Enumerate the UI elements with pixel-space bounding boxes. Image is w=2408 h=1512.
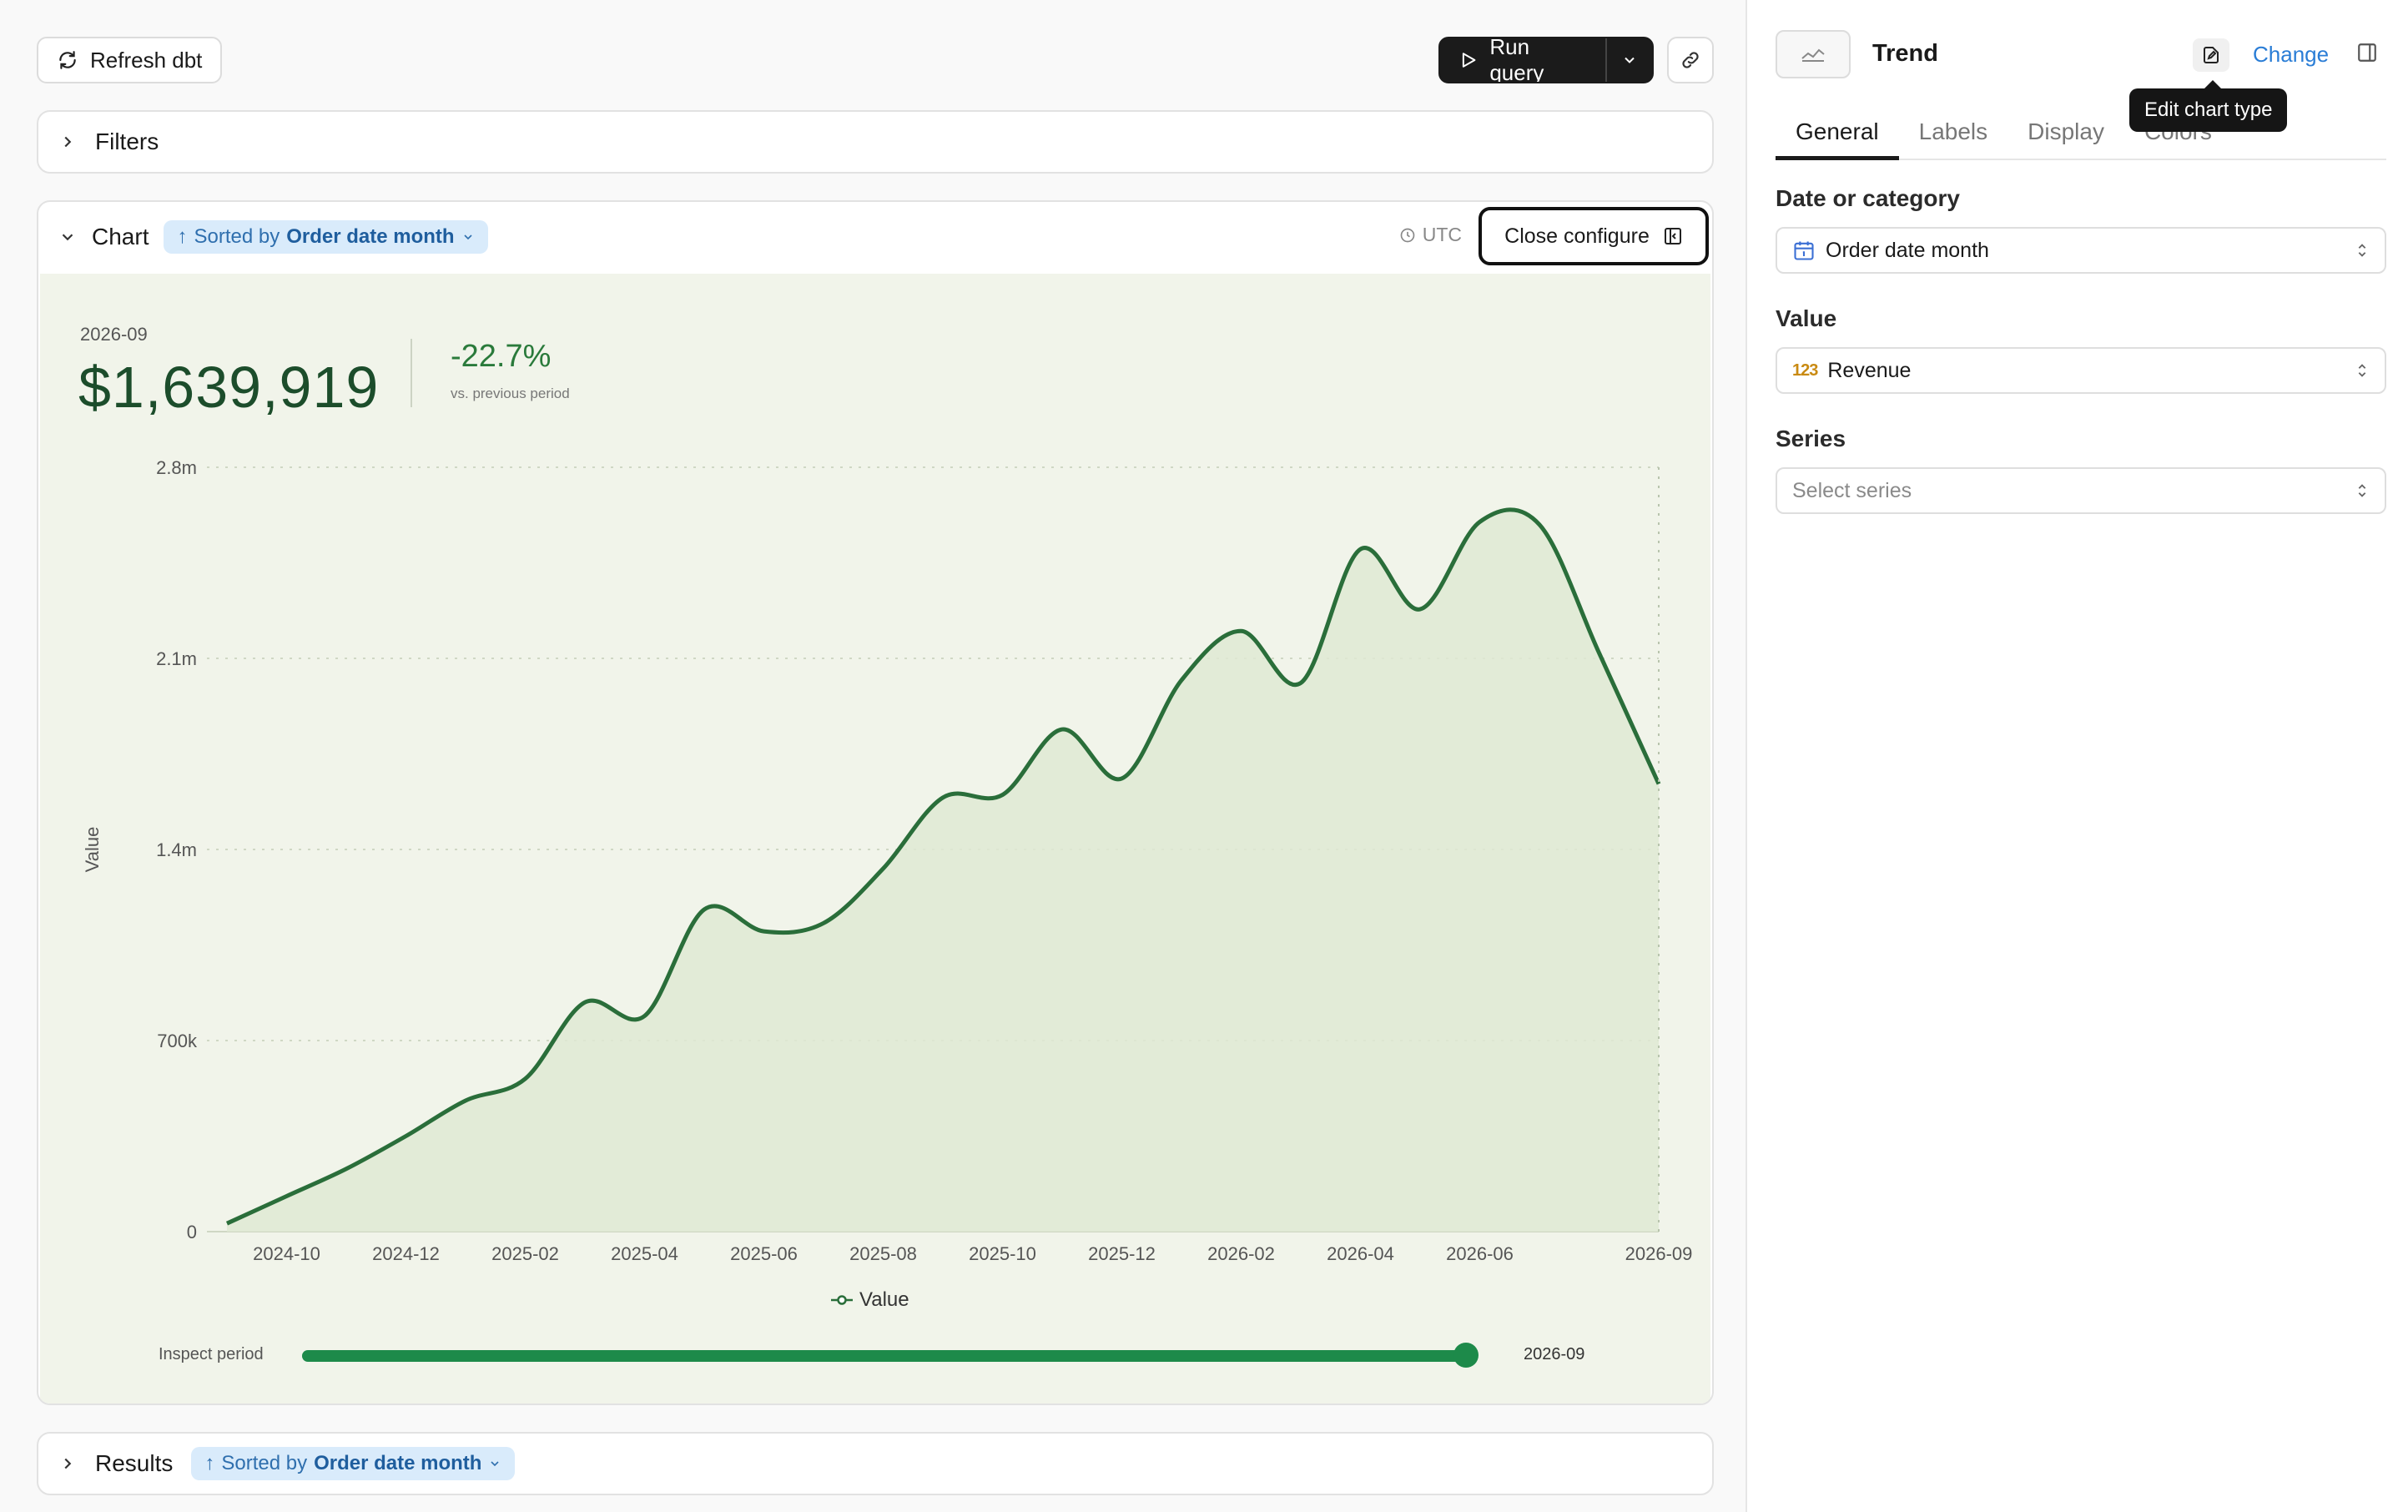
kpi-divider — [411, 339, 412, 407]
inspect-period-value: 2026-09 — [1524, 1345, 1585, 1363]
run-options-dropdown[interactable] — [1607, 38, 1652, 82]
value-select-value: Revenue — [1827, 358, 1912, 382]
chart-type-thumbnail[interactable] — [1776, 30, 1851, 78]
area-fill — [227, 509, 1659, 1232]
date-category-label: Date or category — [1776, 185, 1960, 211]
trend-line-icon — [1801, 48, 1825, 62]
results-label: Results — [95, 1450, 174, 1476]
refresh-dbt-label: Refresh dbt — [90, 47, 203, 73]
calendar-icon — [1794, 241, 1814, 260]
inspect-period-label: Inspect period — [159, 1345, 264, 1363]
chart-type-name: Trend — [1872, 40, 1938, 67]
chevron-updown-icon — [2358, 244, 2366, 257]
chevron-down-icon — [463, 234, 472, 240]
arrow-up-icon: ↑ — [204, 1452, 215, 1474]
value-select[interactable]: 123 Revenue — [1776, 347, 2386, 394]
edit-chart-type-button[interactable] — [2193, 38, 2229, 72]
y-axis-title: Value — [82, 827, 103, 873]
chevron-right-icon — [64, 1458, 72, 1469]
tab-display[interactable]: Display — [2028, 118, 2104, 144]
clock-icon — [1400, 228, 1415, 242]
chart-config-panel: Trend Change Edit chart type General Lab… — [1749, 0, 2408, 1512]
y-tick-label: 2.1m — [156, 648, 197, 669]
series-label: Series — [1776, 426, 1846, 451]
date-category-select[interactable]: Order date month — [1776, 227, 2386, 274]
x-tick-label: 2025-04 — [611, 1243, 678, 1264]
x-tick-label: 2025-10 — [969, 1243, 1036, 1264]
chart-section: Chart ↑ Sorted by Order date month UTC C… — [37, 200, 1714, 1405]
series-line — [225, 507, 1661, 1226]
query-pane: Refresh dbt Run query Filters Chart ↑ So… — [37, 0, 1747, 1512]
line-legend-icon — [831, 1295, 853, 1305]
edit-chart-type-tooltip: Edit chart type — [2129, 80, 2288, 132]
timezone-label: UTC — [1422, 224, 1462, 245]
chart-legend[interactable]: Value — [831, 1288, 909, 1312]
series-select[interactable]: Select series — [1776, 467, 2386, 514]
x-tick-label: 2026-06 — [1446, 1243, 1514, 1264]
refresh-icon — [59, 51, 76, 69]
close-configure-button[interactable]: Close configure — [1479, 207, 1709, 265]
inspect-period-slider[interactable] — [302, 1350, 1465, 1362]
results-section[interactable]: Results ↑ Sorted by Order date month — [37, 1432, 1714, 1495]
y-tick-label: 2.8m — [156, 457, 197, 478]
x-tick-label: 2024-10 — [253, 1243, 320, 1264]
arrow-up-icon: ↑ — [177, 225, 188, 248]
run-query-label: Run query — [1489, 37, 1544, 83]
config-tabs: General Labels Display Colors — [1776, 112, 2386, 160]
timezone-indicator: UTC — [1399, 224, 1462, 246]
value-label: Value — [1776, 305, 1837, 331]
chevron-down-icon[interactable] — [58, 228, 77, 246]
number-type-icon: 123 — [1792, 360, 1818, 380]
kpi-delta: -22.7% — [451, 339, 552, 374]
change-chart-type-link[interactable]: Change — [2253, 42, 2330, 67]
sort-field: Order date month — [286, 225, 455, 248]
chart-section-label: Chart — [92, 224, 149, 249]
chevron-down-icon — [491, 1461, 500, 1467]
results-sort-pill[interactable]: ↑ Sorted by Order date month — [191, 1447, 516, 1480]
sort-field: Order date month — [314, 1452, 482, 1474]
x-tick-label: 2025-02 — [491, 1243, 559, 1264]
sort-prefix: Sorted by — [221, 1452, 308, 1474]
trend-chart[interactable]: 0 700k 1.4m 2.1m 2.8m Value 2024-10 2024-12 2025… — [40, 274, 1710, 1317]
x-tick-label: 2024-12 — [372, 1243, 440, 1264]
x-tick-label: 2025-08 — [849, 1243, 917, 1264]
inspect-period-handle[interactable] — [1453, 1343, 1479, 1368]
chart-section-header: Chart ↑ Sorted by Order date month UTC C… — [38, 202, 1712, 272]
x-tick-label: 2026-02 — [1207, 1243, 1275, 1264]
chevron-updown-icon — [2358, 364, 2366, 377]
y-tick-label: 1.4m — [156, 839, 197, 860]
kpi-period: 2026-09 — [80, 324, 148, 345]
copy-link-button[interactable] — [1667, 37, 1714, 83]
x-tick-label: 2025-06 — [730, 1243, 798, 1264]
kpi-delta-caption: vs. previous period — [451, 386, 570, 401]
edit-file-icon — [2204, 47, 2219, 63]
x-tick-label: 2026-09 — [1625, 1243, 1693, 1264]
refresh-dbt-button[interactable]: Refresh dbt — [37, 37, 223, 83]
link-icon — [1682, 52, 1699, 68]
date-category-value: Order date month — [1826, 238, 1989, 262]
y-tick-label: 0 — [187, 1222, 197, 1242]
chart-canvas: 2026-09 $1,639,919 -22.7% vs. previous p… — [40, 274, 1710, 1404]
chevron-down-icon — [1625, 57, 1635, 63]
series-placeholder: Select series — [1792, 478, 1912, 502]
panel-left-icon — [1664, 228, 1681, 244]
run-query-button[interactable]: Run query — [1440, 38, 1607, 82]
filters-section[interactable]: Filters — [37, 110, 1714, 174]
legend-label: Value — [859, 1288, 909, 1311]
close-configure-label: Close configure — [1504, 224, 1650, 248]
tab-general[interactable]: General — [1776, 112, 1899, 160]
chart-sort-pill[interactable]: ↑ Sorted by Order date month — [164, 220, 488, 254]
x-tick-label: 2026-04 — [1327, 1243, 1394, 1264]
y-tick-label: 700k — [157, 1031, 198, 1051]
tab-labels[interactable]: Labels — [1918, 118, 1988, 144]
kpi-value: $1,639,919 — [78, 355, 380, 420]
filters-label: Filters — [95, 129, 159, 154]
play-icon — [1462, 53, 1476, 68]
sort-prefix: Sorted by — [194, 225, 280, 248]
x-tick-label: 2025-12 — [1088, 1243, 1156, 1264]
chevron-updown-icon — [2358, 484, 2366, 497]
chevron-right-icon — [64, 136, 72, 148]
run-query-button-group: Run query — [1438, 37, 1654, 83]
collapse-panel-icon[interactable] — [2356, 42, 2378, 63]
